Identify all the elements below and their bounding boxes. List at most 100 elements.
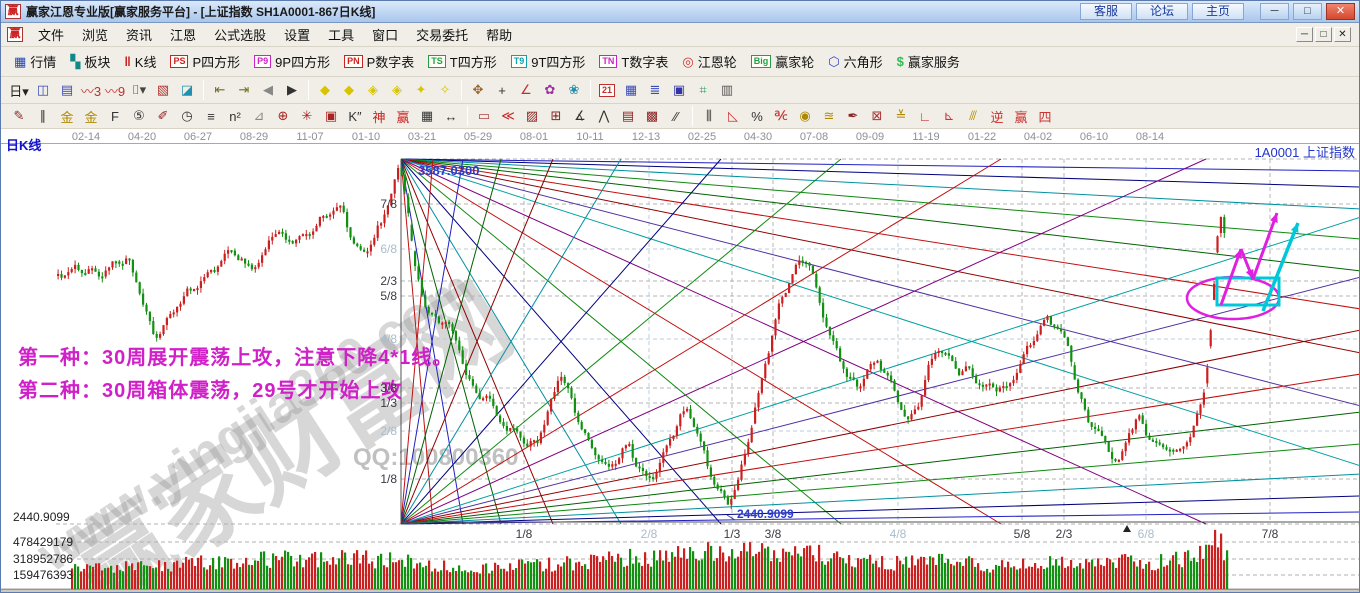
restore-button[interactable]: □ (1293, 3, 1322, 20)
menu-设置[interactable]: 设置 (284, 28, 311, 43)
k-prime-icon[interactable]: K″ (348, 108, 362, 124)
shrink-h-icon[interactable]: ◆ (320, 82, 330, 97)
gold-split-1-icon[interactable]: 金 (60, 109, 74, 125)
grid-3-icon[interactable]: ▩ (645, 108, 659, 123)
flower-tool-icon[interactable]: ✿ (544, 82, 556, 97)
grid-2-icon[interactable]: ▤ (621, 108, 635, 123)
homepage-button[interactable]: 主页 (1192, 3, 1244, 20)
toolbar-hexagon-button[interactable]: ⬡ 六角形 (821, 50, 889, 73)
seal-pen-icon[interactable]: ✒ (847, 108, 859, 123)
menu-工具[interactable]: 工具 (328, 28, 355, 43)
gann-grid-icon[interactable]: ▧ (156, 82, 170, 97)
toolbar-sectors-button[interactable]: ▚ 板块 (63, 50, 117, 73)
ying-tool-icon[interactable]: 赢 (396, 109, 410, 125)
angle-lines-icon[interactable]: ∡ (574, 108, 586, 123)
spiral-5-icon[interactable]: ⑤ (133, 108, 145, 123)
ni-tool-icon[interactable]: 逆 (990, 109, 1004, 125)
column-stat-icon[interactable]: ⫼ (706, 108, 712, 123)
pen-tool-icon[interactable]: ✎ (13, 108, 25, 123)
network-icon[interactable]: ⌗ (699, 82, 707, 97)
forum-button[interactable]: 论坛 (1136, 3, 1188, 20)
f-angle-icon[interactable]: ⊾ (943, 108, 955, 123)
zigzag-icon[interactable]: ⋀ (598, 108, 610, 123)
expand-all-icon[interactable]: ✧ (439, 82, 451, 97)
page-next-icon[interactable]: ▶ (287, 82, 297, 97)
gold-circle-icon[interactable]: ◉ (799, 108, 811, 123)
gold-split-2-icon[interactable]: 金 (84, 109, 98, 125)
menu-公式选股[interactable]: 公式选股 (214, 28, 267, 43)
menu-资讯[interactable]: 资讯 (126, 28, 153, 43)
toolbar-t-square-button[interactable]: TS T四方形 (421, 50, 503, 73)
cycle-clock-icon[interactable]: ◷ (181, 108, 193, 123)
menu-帮助[interactable]: 帮助 (486, 28, 513, 43)
last-page-icon[interactable]: ⇥ (238, 82, 250, 97)
toolbar-t-number-table-button[interactable]: TN T数字表 (592, 50, 675, 73)
box-tool-icon[interactable]: ▭ (477, 108, 491, 123)
customer-service-button[interactable]: 客服 (1080, 3, 1132, 20)
calendar-icon[interactable]: 21 (595, 80, 619, 101)
menu-江恩[interactable]: 江恩 (170, 28, 197, 43)
menu-浏览[interactable]: 浏览 (82, 28, 109, 43)
toolbar-kline-button[interactable]: ‖ K线 (117, 50, 163, 73)
menu-窗口[interactable]: 窗口 (372, 28, 399, 43)
plus-box-icon[interactable]: ⊞ (550, 108, 562, 123)
toolbar-9t-square-button[interactable]: T9 9T四方形 (504, 50, 593, 73)
kline-period-dropdown-icon[interactable]: 日▾ (9, 83, 29, 99)
menu-文件[interactable]: 文件 (38, 28, 65, 43)
toolbar-winner-wheel-button[interactable]: Big 赢家轮 (744, 50, 822, 73)
quote-detail-icon[interactable]: ▤ (60, 82, 74, 97)
percent-triangle-icon[interactable]: ◺ (728, 108, 738, 123)
print-icon[interactable]: ▥ (720, 82, 734, 97)
grid-tool-icon[interactable]: ▦ (420, 108, 434, 123)
wave-3-icon[interactable]: 〰3 (80, 83, 102, 99)
line-grid-icon[interactable]: ≡ (207, 108, 215, 124)
chart-window-icon[interactable]: ◫ (36, 82, 50, 97)
shrink-all-icon[interactable]: ✦ (415, 82, 427, 97)
wave-9-icon[interactable]: 〰9 (104, 83, 126, 99)
fib-tool-icon[interactable]: F (111, 108, 119, 124)
si-tool-icon[interactable]: 四 (1038, 109, 1052, 125)
span-arrows-icon[interactable]: ↔ (444, 108, 458, 124)
ying-tool-2-icon[interactable]: 赢 (1014, 109, 1028, 125)
shen-tool-icon[interactable]: 神 (372, 109, 386, 125)
menu-交易委托[interactable]: 交易委托 (416, 28, 469, 43)
toolbar-9p-square-button[interactable]: P9 9P四方形 (247, 50, 337, 73)
square-circle-icon[interactable]: ▣ (324, 108, 338, 123)
page-prev-icon[interactable]: ◀ (263, 82, 273, 97)
drag-hand-icon[interactable]: ✥ (472, 82, 484, 97)
percent-line-icon[interactable]: ℀ (774, 108, 788, 123)
notes-icon[interactable]: ≣ (649, 82, 661, 97)
gold-under-icon[interactable]: ≚ (895, 108, 907, 123)
toolbar-p-square-button[interactable]: PS P四方形 (163, 50, 247, 73)
angle-ruler-icon[interactable]: ⊿ (253, 108, 265, 123)
calculator-icon[interactable]: ▦ (624, 82, 638, 97)
brush-tool-icon[interactable]: ✐ (157, 108, 169, 123)
toolbar-gann-wheel-button[interactable]: ◎ 江恩轮 (675, 50, 743, 73)
save-icon[interactable]: ▣ (672, 82, 686, 97)
expand-v-icon[interactable]: ◈ (392, 82, 402, 97)
expand-h-icon[interactable]: ◆ (344, 82, 354, 97)
mdi-minimize-button[interactable]: ─ (1296, 27, 1313, 42)
parallel-lines-icon[interactable]: ∕∕ (673, 108, 679, 124)
angle-measure-icon[interactable]: ∠ (520, 82, 532, 97)
gold-slash-icon[interactable]: ⫻ (969, 108, 977, 123)
mdi-restore-button[interactable]: □ (1315, 27, 1332, 42)
candle-type-dropdown-icon[interactable]: ⌷▾ (131, 82, 147, 97)
minimize-button[interactable]: ─ (1260, 3, 1289, 20)
kline-chart-canvas[interactable] (1, 129, 1360, 589)
gold-line-icon[interactable]: ≊ (823, 108, 835, 123)
first-page-icon[interactable]: ⇤ (214, 82, 226, 97)
shrink-v-icon[interactable]: ◈ (368, 82, 378, 97)
ray-fan-icon[interactable]: ≪ (501, 108, 515, 123)
crosshair-icon[interactable]: + (498, 82, 506, 98)
hatch-box-icon[interactable]: ▨ (525, 108, 539, 123)
toolbar-winner-service-button[interactable]: $ 赢家服务 (890, 50, 967, 73)
line-bundle-icon[interactable]: ∥ (39, 108, 47, 123)
toolbar-p-number-table-button[interactable]: PN P数字表 (337, 50, 421, 73)
n-square-icon[interactable]: n² (229, 108, 241, 124)
color-bars-icon[interactable]: ◪ (180, 82, 194, 97)
close-button[interactable]: ✕ (1326, 3, 1355, 20)
gann-box-icon[interactable]: ⊠ (871, 108, 883, 123)
percent-icon[interactable]: % (751, 108, 763, 124)
j-angle-icon[interactable]: ∟ (918, 108, 932, 124)
